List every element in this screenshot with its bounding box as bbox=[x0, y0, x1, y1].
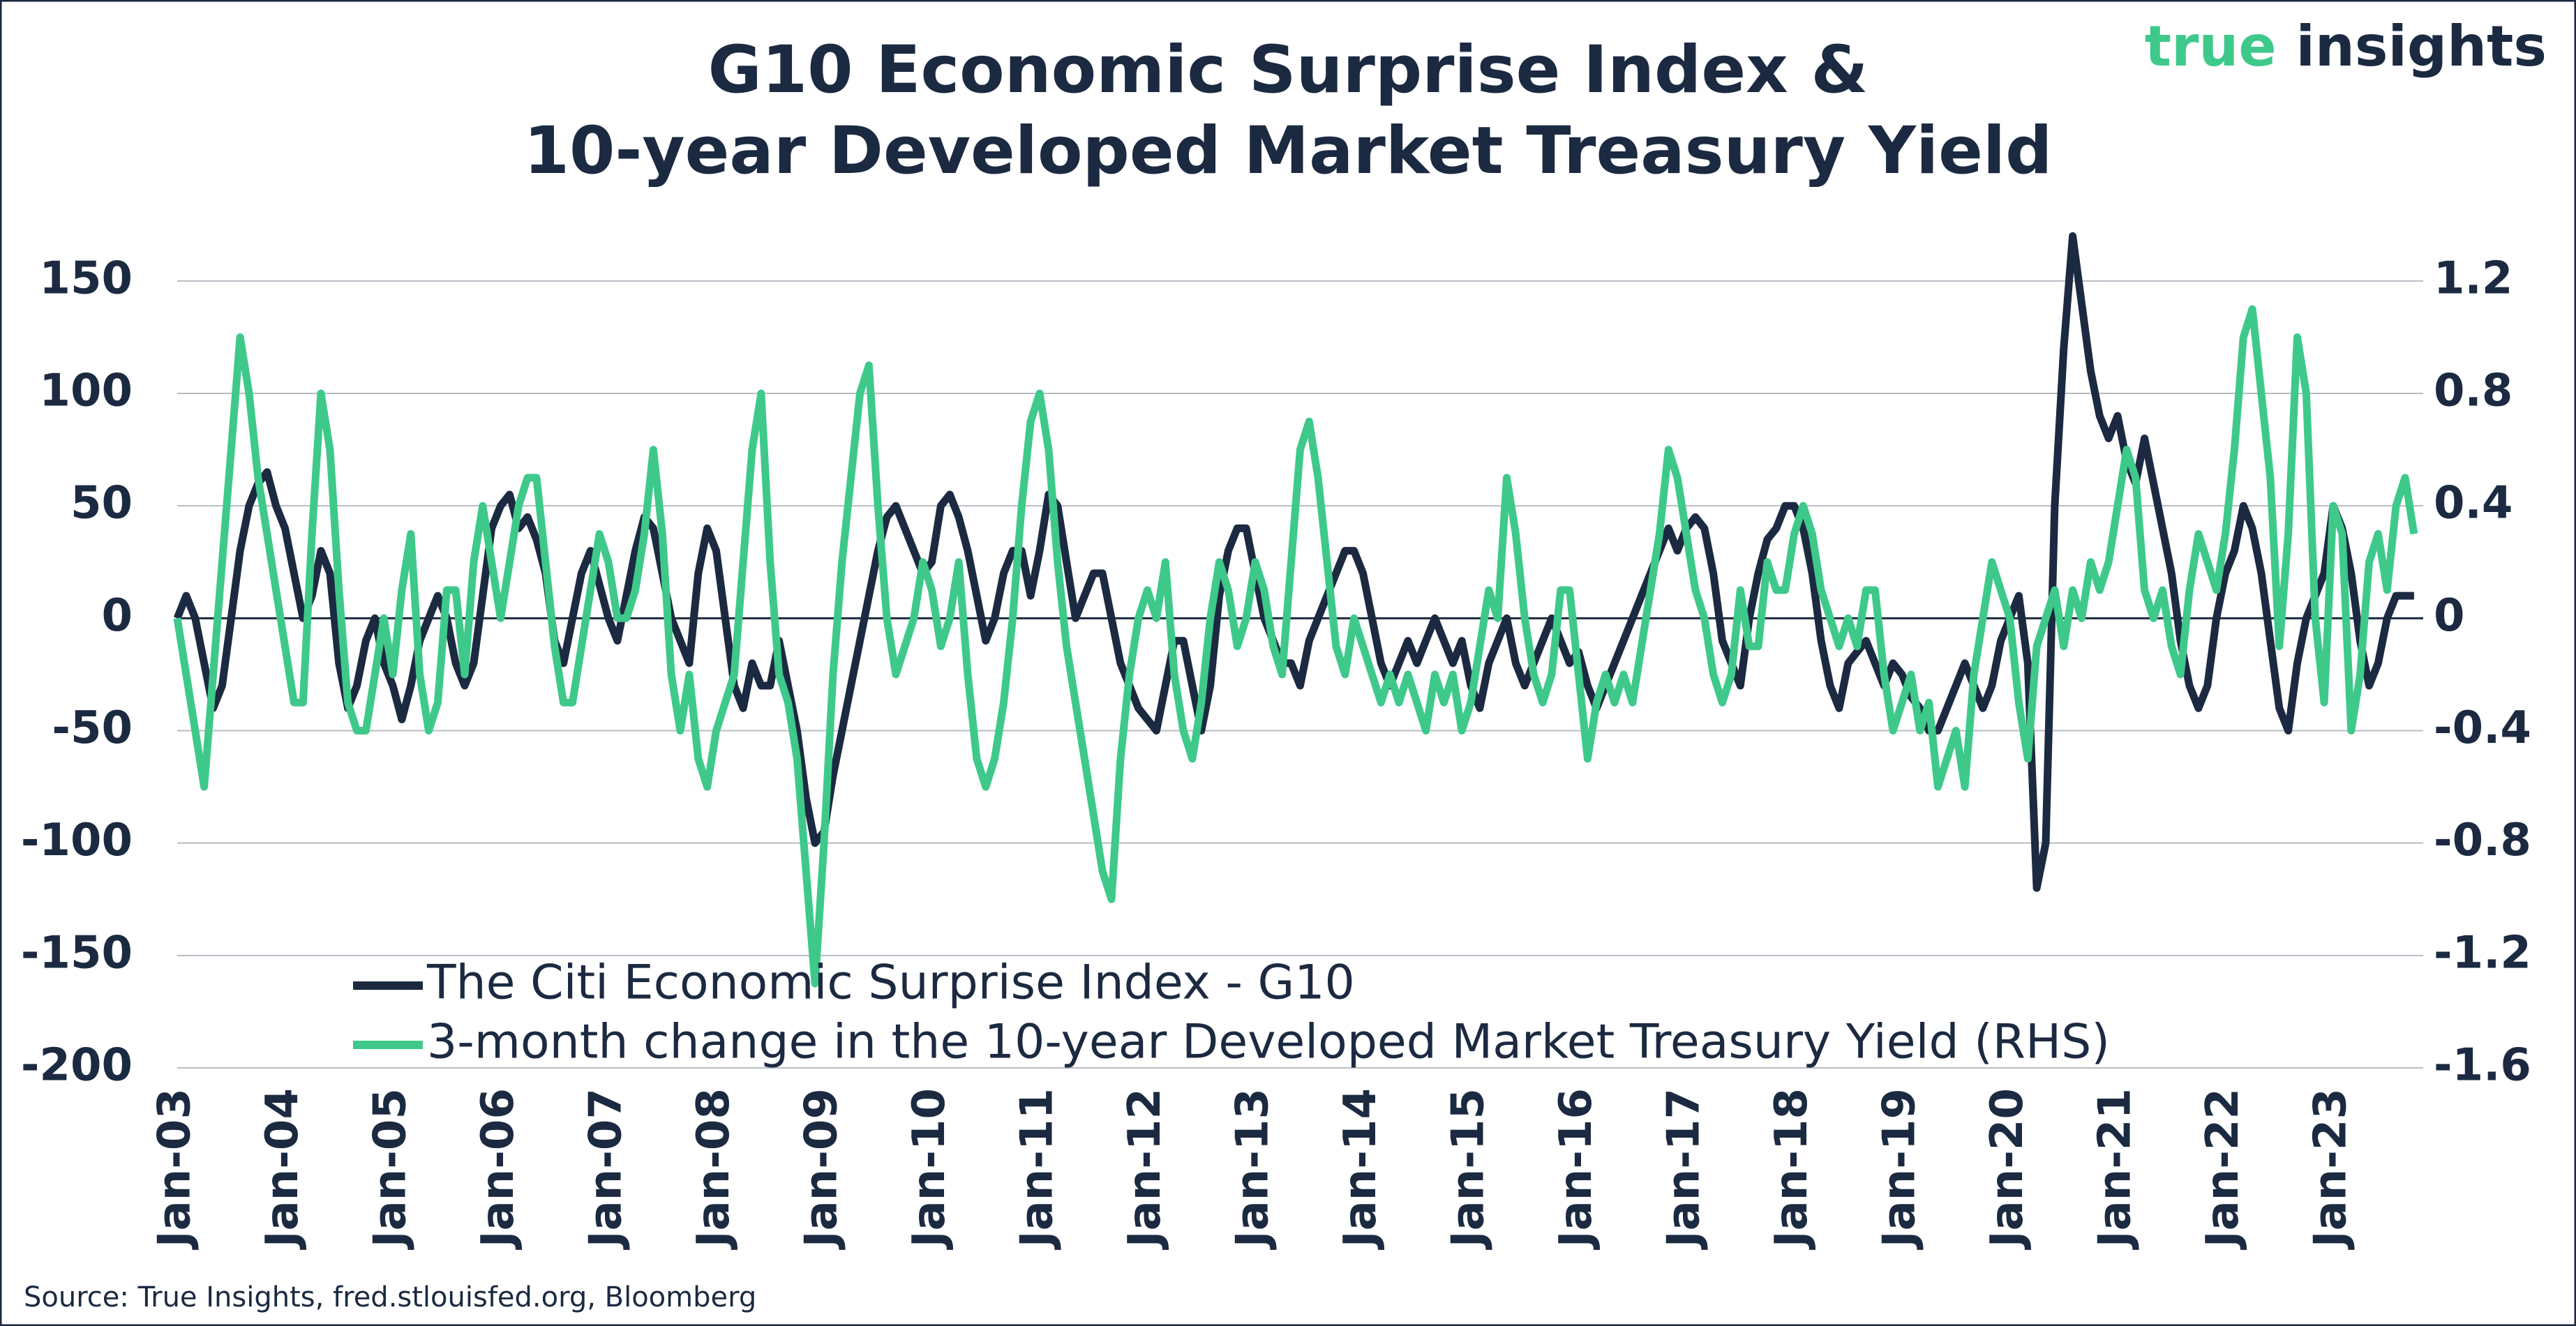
y2-tick-label: -0.4 bbox=[2434, 702, 2531, 754]
legend-label: 3-month change in the 10-year Developed … bbox=[427, 1015, 2110, 1070]
y2-tick-label: 1.2 bbox=[2434, 253, 2513, 304]
y-tick-label: -50 bbox=[52, 702, 133, 754]
y-tick-label: -150 bbox=[21, 927, 133, 979]
x-tick-label: Jan-23 bbox=[2305, 1088, 2357, 1250]
x-tick-label: Jan-16 bbox=[1550, 1088, 1602, 1250]
x-tick-label: Jan-18 bbox=[1766, 1088, 1818, 1250]
x-tick-label: Jan-12 bbox=[1119, 1088, 1171, 1250]
x-tick-label: Jan-11 bbox=[1012, 1088, 1063, 1250]
source: Source: True Insights, fred.stlouisfed.o… bbox=[24, 1281, 756, 1313]
x-tick-label: Jan-21 bbox=[2090, 1088, 2141, 1250]
x-tick-label: Jan-22 bbox=[2197, 1088, 2249, 1250]
y-tick-label: -100 bbox=[21, 815, 133, 866]
y2-tick-label: -0.8 bbox=[2434, 815, 2531, 866]
y2-tick-label: 0 bbox=[2434, 590, 2465, 642]
y-tick-label: 150 bbox=[39, 253, 133, 304]
x-tick-label: Jan-15 bbox=[1443, 1088, 1495, 1250]
x-tick-label: Jan-06 bbox=[472, 1088, 524, 1250]
logo-part: true bbox=[2145, 14, 2277, 79]
y2-tick-label: 0.4 bbox=[2434, 478, 2513, 529]
series-line bbox=[173, 305, 2418, 988]
x-tick-label: Jan-07 bbox=[581, 1088, 632, 1250]
x-tick-label: Jan-05 bbox=[365, 1088, 417, 1250]
x-tick-label: Jan-17 bbox=[1658, 1088, 1710, 1250]
y-tick-label: 100 bbox=[39, 366, 133, 417]
chart-title: G10 Economic Surprise Index & bbox=[708, 32, 1869, 108]
chart-title: 10-year Developed Market Treasury Yield bbox=[524, 113, 2053, 189]
x-tick-label: Jan-14 bbox=[1335, 1088, 1386, 1250]
y-tick-label: -200 bbox=[21, 1040, 133, 1092]
x-tick-label: Jan-19 bbox=[1874, 1088, 1926, 1250]
y-tick-label: 0 bbox=[101, 590, 133, 642]
x-tick-label: Jan-08 bbox=[688, 1088, 740, 1250]
y2-tick-label: 0.8 bbox=[2434, 366, 2513, 417]
logo: true insights bbox=[2145, 14, 2547, 79]
y2-tick-label: -1.6 bbox=[2434, 1040, 2531, 1092]
logo-part: insights bbox=[2296, 14, 2547, 79]
x-tick-label: Jan-04 bbox=[257, 1088, 308, 1250]
x-tick-label: Jan-13 bbox=[1227, 1088, 1279, 1250]
x-tick-label: Jan-20 bbox=[1982, 1088, 2033, 1250]
x-tick-label: Jan-09 bbox=[796, 1088, 848, 1250]
legend-label: The Citi Economic Surprise Index - G10 bbox=[426, 956, 1355, 1011]
y-tick-label: 50 bbox=[70, 478, 133, 529]
y2-tick-label: -1.2 bbox=[2434, 927, 2531, 979]
x-tick-label: Jan-03 bbox=[149, 1088, 201, 1250]
x-tick-label: Jan-10 bbox=[904, 1088, 955, 1250]
